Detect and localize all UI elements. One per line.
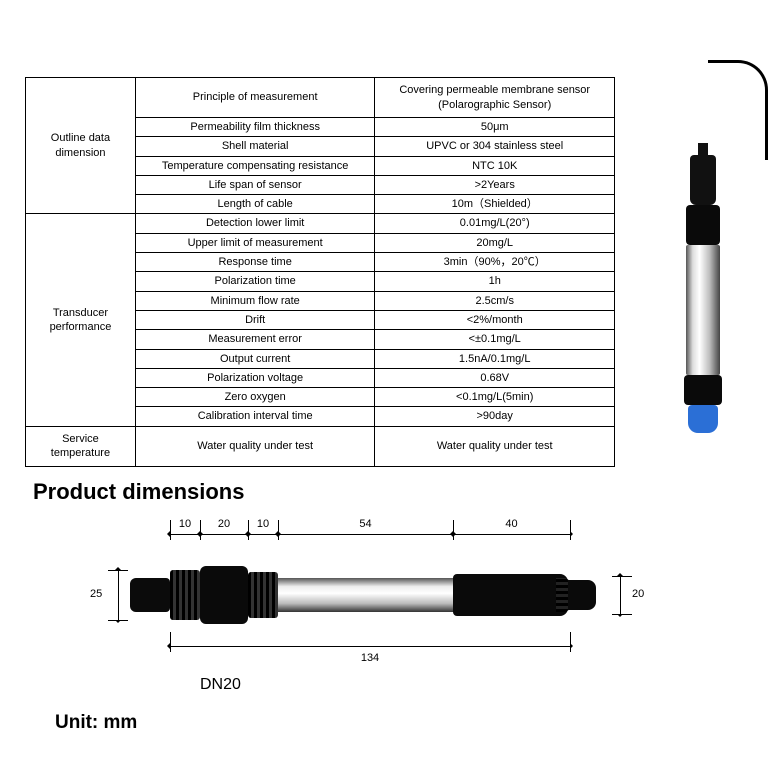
param-cell: Calibration interval time	[135, 407, 375, 426]
value-cell: Water quality under test	[375, 426, 615, 466]
value-cell: 1h	[375, 272, 615, 291]
param-cell: Polarization voltage	[135, 368, 375, 387]
right-height-value: 20	[632, 588, 644, 600]
top-dimensions: 10 20 10 54 40	[170, 520, 610, 548]
dim-label: 54	[359, 518, 371, 530]
left-height-value: 25	[90, 588, 102, 600]
cable-plug	[690, 155, 716, 205]
value-cell: UPVC or 304 stainless steel	[375, 137, 615, 156]
param-cell: Minimum flow rate	[135, 291, 375, 310]
param-cell: Polarization time	[135, 272, 375, 291]
value-cell: 10m（Shielded）	[375, 195, 615, 214]
param-cell: Temperature compensating resistance	[135, 156, 375, 175]
sensor-vertical-illustration	[668, 80, 738, 440]
group-label: Outline data dimension	[26, 78, 136, 214]
dim-label: 40	[505, 518, 517, 530]
hs-nut	[200, 566, 248, 624]
product-dimensions-title: Product dimensions	[33, 479, 244, 505]
value-cell: 2.5cm/s	[375, 291, 615, 310]
value-cell: 0.01mg/L(20°)	[375, 214, 615, 233]
value-cell: 20mg/L	[375, 233, 615, 252]
value-cell: >90day	[375, 407, 615, 426]
overall-dimension: 134	[170, 640, 610, 670]
param-cell: Output current	[135, 349, 375, 368]
value-cell: <2%/month	[375, 310, 615, 329]
hs-tip	[568, 580, 596, 610]
dn-label: DN20	[200, 676, 241, 694]
group-label: Transducer performance	[26, 214, 136, 426]
value-cell: 1.5nA/0.1mg/L	[375, 349, 615, 368]
hs-thread-small	[170, 570, 200, 620]
sensor-body-metal	[686, 245, 720, 375]
param-cell: Water quality under test	[135, 426, 375, 466]
right-height-dim: 20	[610, 560, 650, 630]
param-cell: Permeability film thickness	[135, 118, 375, 137]
sensor-grip	[684, 375, 722, 405]
param-cell: Measurement error	[135, 330, 375, 349]
param-cell: Upper limit of measurement	[135, 233, 375, 252]
hs-plug	[130, 578, 170, 612]
value-cell: 3min（90%，20℃）	[375, 253, 615, 272]
sensor-horizontal-illustration	[130, 560, 630, 630]
cable-wire	[708, 60, 768, 160]
value-cell: 0.68V	[375, 368, 615, 387]
unit-label: Unit: mm	[55, 712, 137, 734]
hs-thread-large	[248, 572, 278, 618]
param-cell: Length of cable	[135, 195, 375, 214]
param-cell: Zero oxygen	[135, 388, 375, 407]
dim-label: 10	[257, 518, 269, 530]
param-cell: Response time	[135, 253, 375, 272]
overall-dim-label: 134	[361, 652, 379, 664]
value-cell: NTC 10K	[375, 156, 615, 175]
value-cell: 50μm	[375, 118, 615, 137]
value-cell: <0.1mg/L(5min)	[375, 388, 615, 407]
hs-metal-body	[278, 578, 453, 612]
sensor-tip	[688, 405, 718, 433]
dim-label: 20	[218, 518, 230, 530]
hs-grip	[453, 574, 568, 616]
spec-table: Outline data dimensionPrinciple of measu…	[25, 77, 615, 467]
param-cell: Principle of measurement	[135, 78, 375, 118]
param-cell: Life span of sensor	[135, 175, 375, 194]
group-label: Service temperature	[26, 426, 136, 466]
param-cell: Drift	[135, 310, 375, 329]
value-cell: <±0.1mg/L	[375, 330, 615, 349]
dimension-drawing: 10 20 10 54 40 25 20 134 DN20	[90, 520, 650, 710]
value-cell: >2Years	[375, 175, 615, 194]
param-cell: Shell material	[135, 137, 375, 156]
param-cell: Detection lower limit	[135, 214, 375, 233]
sensor-connector	[686, 205, 720, 245]
left-height-dim: 25	[90, 560, 130, 630]
dim-label: 10	[179, 518, 191, 530]
value-cell: Covering permeable membrane sensor (Pola…	[375, 78, 615, 118]
